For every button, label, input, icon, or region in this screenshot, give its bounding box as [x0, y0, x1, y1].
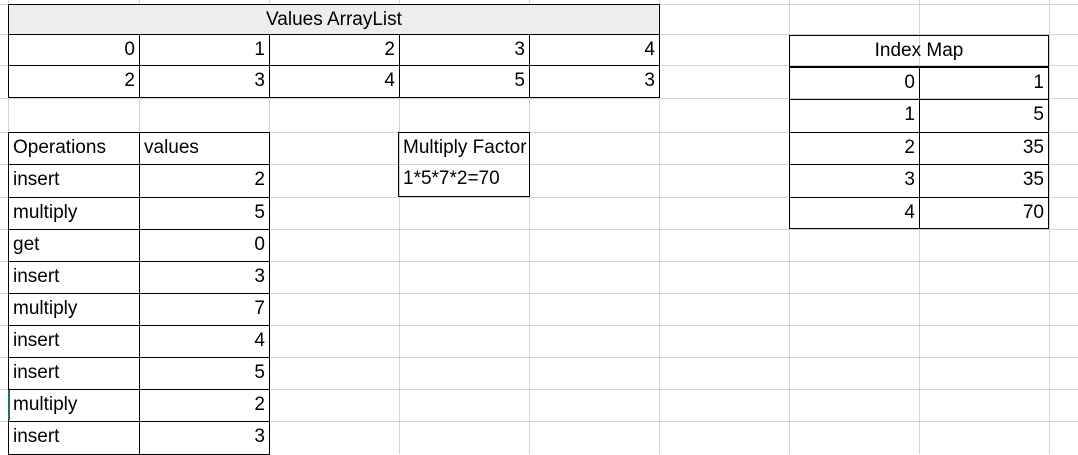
active-cell-indicator: [8, 390, 10, 420]
operation-cell[interactable]: insert: [8, 357, 140, 390]
index-map-value-cell[interactable]: 35: [919, 132, 1049, 165]
operation-cell[interactable]: get: [8, 229, 140, 262]
operation-value-cell[interactable]: 7: [139, 293, 270, 326]
arraylist-value-cell[interactable]: 3: [529, 65, 660, 98]
index-map-key-cell[interactable]: 2: [789, 132, 920, 165]
index-map-value-cell[interactable]: 35: [919, 164, 1049, 198]
index-map-key-cell[interactable]: 3: [789, 164, 920, 198]
values-header[interactable]: values: [139, 132, 270, 164]
operation-cell[interactable]: insert: [8, 164, 140, 198]
operation-value-cell[interactable]: 4: [139, 325, 270, 358]
operation-cell[interactable]: insert: [8, 261, 140, 294]
arraylist-index-cell[interactable]: 4: [529, 34, 660, 66]
operation-cell[interactable]: multiply: [8, 293, 140, 326]
operations-header[interactable]: Operations: [8, 132, 139, 164]
arraylist-index-cell[interactable]: 2: [269, 34, 400, 66]
index-map-value-cell[interactable]: 70: [919, 197, 1049, 229]
arraylist-index-cell[interactable]: 3: [399, 34, 530, 66]
index-map-key-cell[interactable]: 0: [789, 67, 920, 100]
operation-cell[interactable]: multiply: [8, 389, 140, 422]
operation-value-cell[interactable]: 2: [139, 389, 270, 422]
operation-value-cell[interactable]: 2: [139, 164, 270, 198]
operation-value-cell[interactable]: 0: [139, 229, 270, 262]
arraylist-value-cell[interactable]: 5: [399, 65, 530, 98]
arraylist-value-cell[interactable]: 2: [8, 65, 140, 98]
arraylist-value-cell[interactable]: 4: [269, 65, 400, 98]
operation-cell[interactable]: insert: [8, 421, 140, 455]
operation-value-cell[interactable]: 3: [139, 421, 270, 455]
operation-value-cell[interactable]: 5: [139, 197, 270, 230]
arraylist-index-cell[interactable]: 1: [139, 34, 270, 66]
multiply-factor-label[interactable]: Multiply Factor: [398, 132, 530, 164]
index-map-value-cell[interactable]: 1: [919, 67, 1049, 100]
multiply-factor-value[interactable]: 1*5*7*2=70: [398, 164, 530, 197]
operation-value-cell[interactable]: 5: [139, 357, 270, 390]
index-map-key-cell[interactable]: 1: [789, 99, 920, 133]
index-map-value-cell[interactable]: 5: [919, 99, 1049, 133]
operation-cell[interactable]: insert: [8, 325, 140, 358]
operation-cell[interactable]: multiply: [8, 197, 140, 230]
values-arraylist-title[interactable]: Values ArrayList: [8, 4, 660, 35]
arraylist-index-cell[interactable]: 0: [8, 34, 140, 66]
arraylist-value-cell[interactable]: 3: [139, 65, 270, 98]
index-map-title[interactable]: Index Map: [789, 35, 1049, 67]
index-map-key-cell[interactable]: 4: [789, 197, 920, 229]
operation-value-cell[interactable]: 3: [139, 261, 270, 294]
